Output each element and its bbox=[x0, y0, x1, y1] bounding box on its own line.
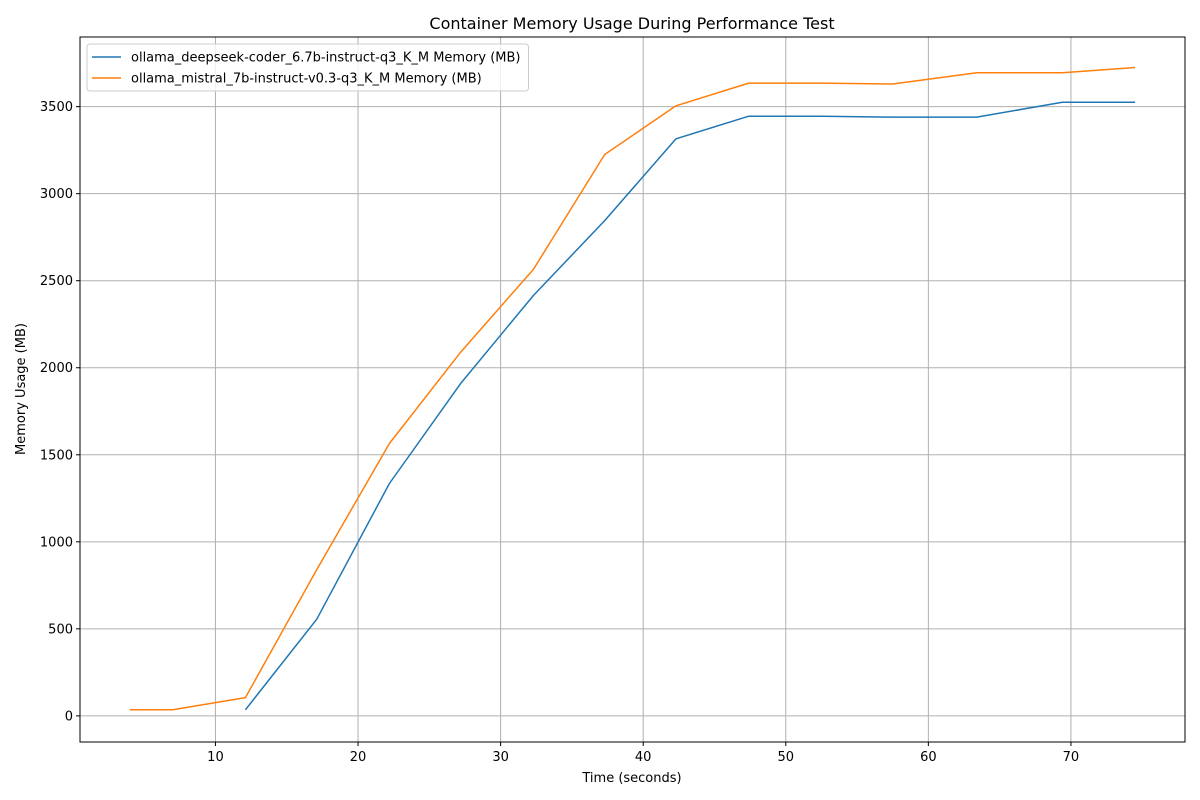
legend-label-1: ollama_deepseek-coder_6.7b-instruct-q3_K… bbox=[131, 51, 521, 66]
y-tick-label: 500 bbox=[48, 622, 73, 637]
x-axis-title: Time (seconds) bbox=[581, 771, 681, 786]
series-layer bbox=[129, 66, 1136, 711]
y-tick-label: 1000 bbox=[40, 535, 73, 550]
y-tick-label: 0 bbox=[65, 709, 73, 724]
x-tick-label: 10 bbox=[207, 750, 224, 765]
x-tick-label: 20 bbox=[350, 750, 367, 765]
legend-label-2: ollama_mistral_7b-instruct-v0.3-q3_K_M M… bbox=[131, 72, 482, 87]
y-tick-label: 1500 bbox=[40, 448, 73, 463]
plot-frame bbox=[79, 36, 1186, 743]
y-tick-label: 3000 bbox=[40, 187, 73, 202]
y-tick-label: 2000 bbox=[40, 361, 73, 376]
series-line-2 bbox=[129, 66, 1136, 711]
x-tick-label: 60 bbox=[920, 750, 937, 765]
y-tick-label: 3500 bbox=[40, 100, 73, 115]
legend-box bbox=[86, 43, 529, 92]
y-axis: 0 500 1000 1500 2000 2500 3000 3500 bbox=[40, 100, 80, 724]
x-axis: 10 20 30 40 50 60 70 bbox=[207, 742, 1079, 765]
x-tick-label: 30 bbox=[492, 750, 509, 765]
legend: ollama_deepseek-coder_6.7b-instruct-q3_K… bbox=[86, 43, 529, 92]
x-tick-label: 40 bbox=[635, 750, 652, 765]
y-axis-title: Memory Usage (MB) bbox=[14, 323, 29, 455]
x-tick-label: 70 bbox=[1063, 750, 1080, 765]
chart-title: Container Memory Usage During Performanc… bbox=[429, 14, 834, 33]
grid-lines bbox=[80, 37, 1185, 742]
y-tick-label: 2500 bbox=[40, 274, 73, 289]
x-tick-label: 50 bbox=[778, 750, 795, 765]
series-line-1 bbox=[244, 101, 1136, 711]
